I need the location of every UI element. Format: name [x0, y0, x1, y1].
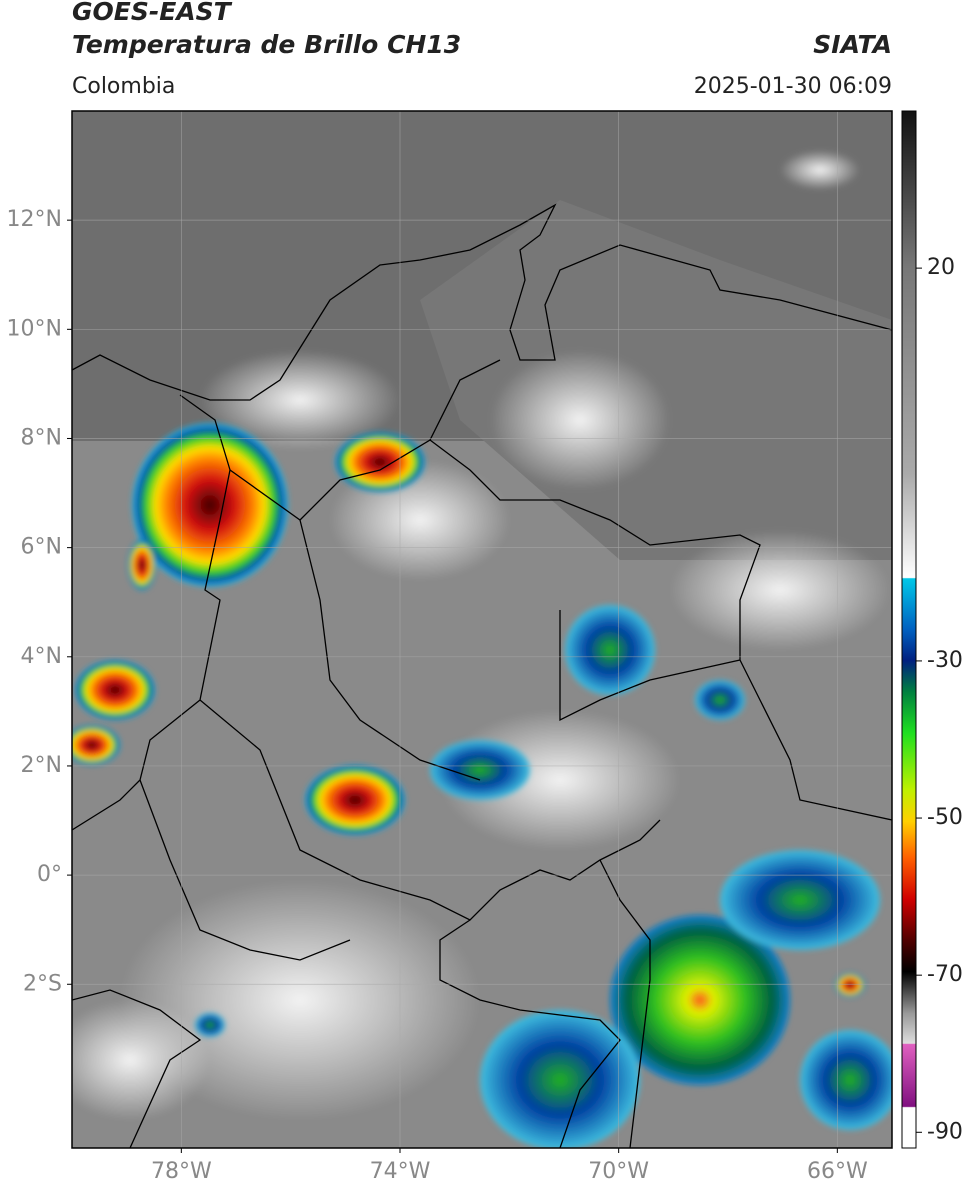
x-tick-label: 74°W	[370, 1159, 431, 1184]
y-tick-label: 4°N	[21, 644, 62, 669]
subtitle: Temperatura de Brillo CH13	[72, 30, 461, 59]
y-tick-label: 12°N	[7, 207, 62, 232]
x-tick-label: 66°W	[807, 1159, 868, 1184]
map-frame	[71, 110, 893, 1149]
colorbar-tick-label: -30	[927, 648, 963, 673]
source: SIATA	[813, 30, 892, 59]
colorbar-tick-label: -50	[927, 805, 963, 830]
x-tick-label: 70°W	[588, 1159, 649, 1184]
x-tick-label: 78°W	[151, 1159, 212, 1184]
colorbar-tick-label: -70	[927, 962, 963, 987]
colorbar	[901, 110, 917, 1149]
y-tick-label: 10°N	[7, 316, 62, 341]
title: GOES-EAST	[72, 0, 233, 26]
y-tick-label: 0°	[37, 862, 62, 887]
y-tick-label: 2°N	[21, 753, 62, 778]
y-tick-label: 6°N	[21, 535, 62, 560]
y-tick-label: 2°S	[23, 971, 62, 996]
grid	[72, 111, 892, 1148]
y-tick-label: 8°N	[21, 425, 62, 450]
datetime: 2025-01-30 06:09	[694, 74, 892, 99]
colorbar-tick-label: 20	[927, 255, 955, 280]
map-image	[72, 111, 892, 1148]
region: Colombia	[72, 74, 175, 99]
colorbar-tick-label: -90	[927, 1119, 963, 1144]
